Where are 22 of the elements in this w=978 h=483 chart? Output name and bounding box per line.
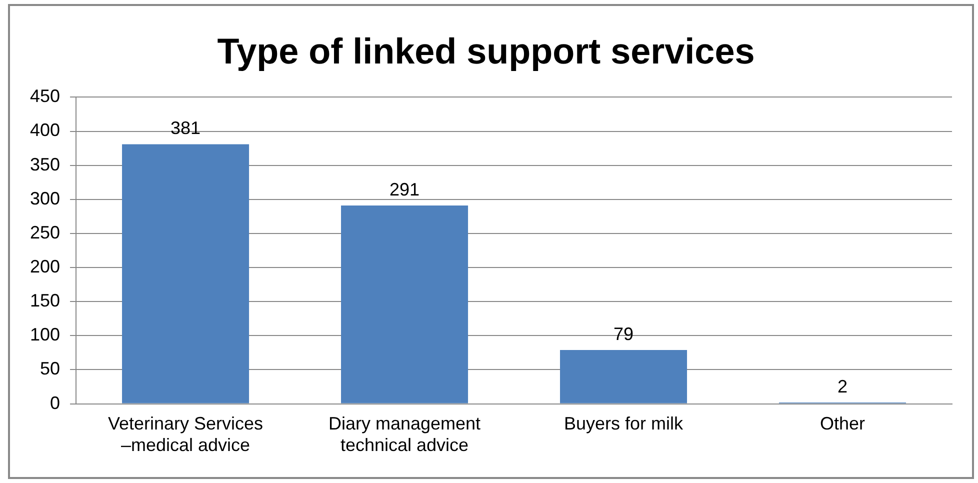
bar [122, 144, 250, 404]
y-tick-label: 0 [50, 392, 60, 413]
x-tick-label: Veterinary Services –medical advice [108, 414, 264, 456]
x-tick-label: Diary management technical advice [328, 414, 481, 456]
y-tick-label: 150 [30, 290, 60, 311]
y-tick-label: 100 [30, 324, 60, 345]
data-label: 79 [613, 324, 634, 344]
x-tick-label: Buyers for milk [564, 414, 684, 434]
data-label: 381 [170, 118, 201, 138]
chart-title: Type of linked support services [217, 30, 755, 72]
y-tick-label: 300 [30, 188, 60, 208]
y-tick-label: 350 [30, 154, 60, 174]
x-tick-label: Other [820, 414, 866, 434]
bar [560, 350, 688, 404]
bar [341, 206, 468, 404]
data-label: 2 [837, 376, 848, 396]
data-label: 291 [389, 180, 420, 200]
y-tick-label: 400 [30, 120, 60, 140]
y-tick-label: 450 [30, 86, 60, 106]
y-tick-label: 200 [30, 256, 60, 276]
y-tick-label: 250 [30, 222, 60, 242]
y-tick-label: 50 [40, 358, 60, 379]
